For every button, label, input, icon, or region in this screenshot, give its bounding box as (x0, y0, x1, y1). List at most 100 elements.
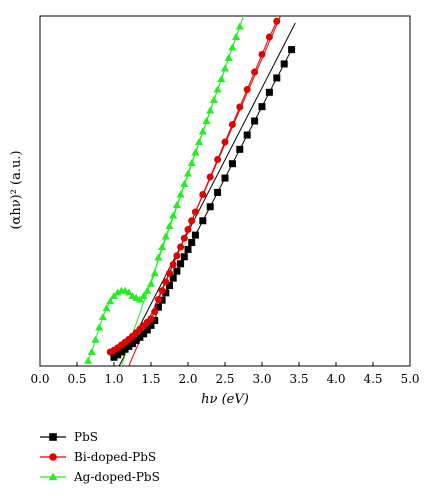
data-point-ag-doped-pbs (139, 291, 148, 300)
data-point-bi-doped-pbs (162, 278, 170, 286)
data-point-ag-doped-pbs (143, 286, 152, 294)
x-tick-label: 5.0 (400, 372, 419, 386)
data-point-bi-doped-pbs (147, 315, 155, 323)
data-point-pbs (221, 174, 229, 182)
x-tick-label: 1.0 (104, 372, 123, 386)
data-point-pbs (154, 303, 162, 311)
data-point-pbs (236, 145, 244, 153)
data-point-ag-doped-pbs (180, 179, 189, 188)
data-point-ag-doped-pbs (146, 279, 156, 287)
data-point-ag-doped-pbs (198, 127, 207, 135)
x-tick-label: 0.0 (30, 372, 49, 386)
y-axis-label: (αhν)² (a.u.) (9, 150, 24, 229)
data-point-pbs (265, 88, 273, 96)
data-point-pbs (173, 267, 181, 275)
legend: PbS Bi-doped-PbS Ag-doped-PbS (40, 430, 160, 484)
data-point-pbs (258, 103, 266, 111)
data-point-bi-doped-pbs (173, 252, 181, 260)
data-point-pbs (158, 296, 166, 304)
data-point-pbs (166, 282, 173, 289)
data-point-pbs (151, 317, 159, 324)
data-point-ag-doped-pbs (183, 169, 193, 177)
data-point-bi-doped-pbs (188, 217, 196, 225)
data-point-pbs (199, 217, 207, 225)
data-point-bi-doped-pbs (191, 208, 199, 216)
data-point-ag-doped-pbs (213, 85, 222, 93)
data-point-pbs (143, 326, 151, 334)
data-point-bi-doped-pbs (169, 261, 177, 268)
x-tick-label: 2.0 (178, 372, 197, 386)
x-tick-label: 3.0 (252, 372, 271, 386)
data-point-bi-doped-pbs (166, 269, 173, 277)
data-point-pbs (169, 274, 177, 282)
fit-line-pbs (118, 22, 296, 366)
legend-marker-ag-doped-pbs (48, 472, 58, 481)
data-point-pbs (280, 60, 288, 68)
data-point-ag-doped-pbs (176, 190, 185, 198)
data-point-pbs (114, 351, 122, 359)
data-point-ag-doped-pbs (124, 288, 133, 296)
data-point-ag-doped-pbs (187, 158, 196, 167)
data-point-pbs (121, 345, 129, 353)
data-point-bi-doped-pbs (273, 17, 281, 25)
data-point-bi-doped-pbs (180, 234, 188, 242)
data-point-ag-doped-pbs (158, 242, 167, 251)
data-point-bi-doped-pbs (228, 121, 236, 128)
series-marks (84, 17, 296, 364)
data-point-pbs (180, 253, 188, 261)
data-point-bi-doped-pbs (243, 86, 251, 93)
data-point-ag-doped-pbs (102, 304, 111, 312)
data-point-pbs (110, 353, 118, 361)
data-point-bi-doped-pbs (221, 138, 229, 146)
data-point-ag-doped-pbs (235, 22, 244, 30)
data-point-pbs (191, 231, 199, 239)
data-point-bi-doped-pbs (258, 51, 266, 58)
data-point-bi-doped-pbs (214, 156, 222, 163)
data-point-pbs (184, 245, 192, 253)
data-point-pbs (132, 336, 140, 344)
data-point-ag-doped-pbs (165, 221, 174, 230)
data-point-ag-doped-pbs (232, 32, 241, 41)
x-tick-label: 4.5 (363, 372, 382, 386)
x-axis-label: hν (eV) (201, 392, 249, 407)
data-point-ag-doped-pbs (172, 200, 181, 209)
x-tick-label: 4.0 (326, 372, 345, 386)
data-point-pbs (129, 340, 136, 348)
data-point-ag-doped-pbs (161, 232, 170, 240)
data-point-bi-doped-pbs (154, 296, 162, 303)
data-point-pbs (117, 348, 125, 356)
legend-marker-pbs (49, 433, 57, 441)
data-point-ag-doped-pbs (150, 269, 159, 277)
data-point-ag-doped-pbs (228, 43, 237, 51)
data-point-ag-doped-pbs (91, 335, 100, 343)
data-point-ag-doped-pbs (87, 347, 96, 356)
x-tick-label: 1.5 (141, 372, 160, 386)
x-tick-label: 2.5 (215, 372, 234, 386)
data-point-ag-doped-pbs (169, 211, 178, 219)
data-point-pbs (136, 333, 144, 341)
data-point-bi-doped-pbs (184, 226, 192, 233)
x-tick-label: 0.5 (67, 372, 86, 386)
data-point-ag-doped-pbs (224, 53, 233, 62)
data-point-pbs (177, 260, 185, 268)
data-point-ag-doped-pbs (209, 95, 218, 104)
data-point-bi-doped-pbs (177, 243, 185, 251)
data-point-bi-doped-pbs (251, 68, 259, 76)
data-point-ag-doped-pbs (195, 137, 204, 146)
legend-marker-bi-doped-pbs (49, 453, 57, 461)
data-point-ag-doped-pbs (191, 148, 200, 156)
data-point-bi-doped-pbs (236, 103, 244, 111)
data-point-pbs (251, 117, 259, 125)
data-point-pbs (162, 289, 170, 297)
data-point-pbs (243, 131, 251, 139)
legend-label-ag-doped-pbs: Ag-doped-PbS (73, 470, 160, 484)
plot-area-frame (39, 15, 411, 367)
data-point-pbs (288, 46, 296, 54)
data-point-bi-doped-pbs (199, 191, 207, 198)
data-point-bi-doped-pbs (151, 308, 159, 316)
data-point-pbs (228, 160, 236, 168)
legend-label-bi-doped-pbs: Bi-doped-PbS (74, 450, 156, 464)
data-point-pbs (147, 321, 155, 329)
data-point-bi-doped-pbs (206, 173, 214, 181)
